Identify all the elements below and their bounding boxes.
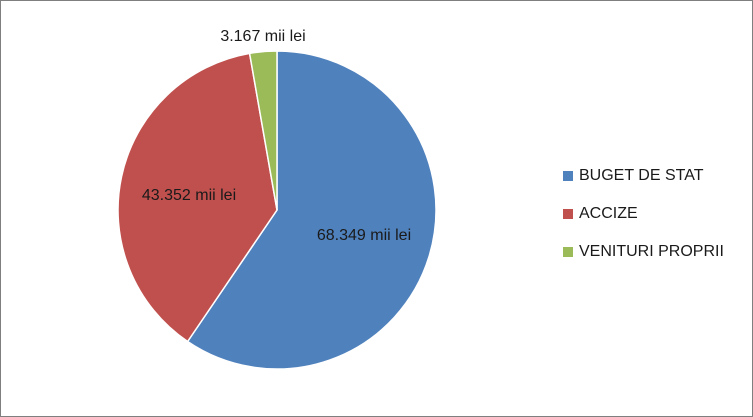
legend: BUGET DE STAT ACCIZE VENITURI PROPRII [563, 157, 748, 271]
pie-slice-accize [117, 52, 278, 343]
legend-swatch-venituri-proprii [563, 247, 573, 257]
pie-slice-venituri-proprii [248, 50, 278, 211]
data-label-buget-de-stat: 68.349 mii lei [317, 227, 411, 244]
legend-item-buget-de-stat: BUGET DE STAT [563, 157, 748, 195]
legend-label-venituri-proprii: VENITURI PROPRII [579, 243, 724, 260]
data-label-venituri-proprii: 3.167 mii lei [220, 28, 305, 45]
legend-item-accize: ACCIZE [563, 195, 748, 233]
legend-swatch-buget-de-stat [563, 171, 573, 181]
legend-item-venituri-proprii: VENITURI PROPRII [563, 233, 748, 271]
legend-label-buget-de-stat: BUGET DE STAT [579, 167, 704, 184]
legend-label-accize: ACCIZE [579, 205, 638, 222]
legend-swatch-accize [563, 209, 573, 219]
pie-slice-buget-de-stat [186, 50, 437, 370]
data-label-accize: 43.352 mii lei [142, 187, 236, 204]
